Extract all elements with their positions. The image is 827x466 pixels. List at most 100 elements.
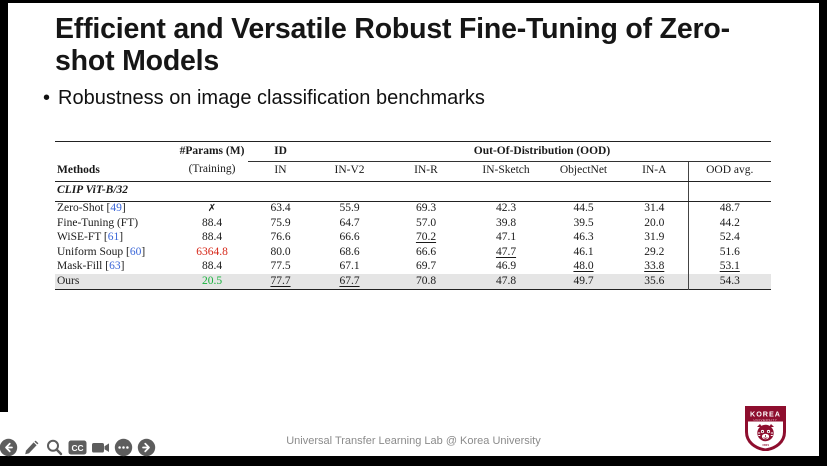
value-cell: 55.9 — [339, 202, 360, 214]
letterbox-bottom — [0, 456, 827, 466]
value-cell: 49.7 — [546, 274, 621, 289]
bullet-text: Robustness on image classification bench… — [58, 87, 485, 109]
value-cell: ✗ — [207, 203, 217, 214]
column-header-row: Methods (Training) IN IN-V2 IN-R IN-Sket… — [55, 161, 771, 182]
citation-link[interactable]: 60 — [129, 245, 142, 258]
value-cell: 70.8 — [386, 274, 466, 289]
results-table: #Params (M) ID Out-Of-Distribution (OOD)… — [55, 141, 771, 290]
value-cell: 39.5 — [573, 216, 594, 229]
crest-year-text: 1905 — [762, 443, 769, 447]
ellipsis-icon — [118, 446, 129, 449]
method-label: WiSE-FT [61] — [57, 231, 124, 243]
col-header-methods: Methods — [55, 161, 176, 182]
citation-link[interactable]: 63 — [109, 260, 121, 272]
arrow-right-icon — [142, 442, 150, 453]
value-cell: 48.7 — [687, 201, 771, 216]
col-header-training: (Training) — [176, 161, 248, 182]
crest-band — [748, 409, 783, 422]
bullet-icon: • — [43, 87, 51, 109]
value-cell: 80.0 — [270, 245, 291, 258]
value-cell: 77.7 — [248, 274, 313, 289]
value-cell: 31.9 — [644, 231, 665, 243]
value-cell: 70.2 — [415, 231, 437, 243]
value-cell: 67.1 — [339, 260, 360, 272]
value-cell: 66.6 — [415, 245, 437, 258]
value-cell: 39.8 — [495, 216, 517, 229]
method-label: Fine-Tuning (FT) — [57, 216, 139, 229]
captions-button[interactable]: CC — [68, 438, 87, 457]
letterbox-right — [819, 0, 827, 456]
korea-university-logo: KOREA UNIVERSITY 1905 — [745, 406, 786, 451]
method-label: Mask-Fill [63] — [57, 260, 125, 272]
slide-footer: Universal Transfer Learning Lab @ Korea … — [286, 435, 541, 447]
value-cell: 47.1 — [495, 231, 517, 243]
previous-slide-button[interactable] — [0, 438, 18, 457]
params-group-header: #Params (M) — [179, 145, 245, 158]
value-cell: 48.0 — [573, 260, 594, 272]
method-label: Uniform Soup [60] — [57, 245, 146, 258]
table-row: Uniform Soup [60] 6364.8 80.0 68.6 66.6 47.7 4… — [55, 245, 771, 260]
ood-group-header: Out-Of-Distribution (OOD) — [313, 141, 771, 162]
value-cell: 64.7 — [339, 216, 360, 229]
more-options-button[interactable] — [114, 438, 133, 457]
value-cell: 67.7 — [313, 274, 386, 289]
table-row: WiSE-FT [61] 88.4 76.6 66.6 70.2 47.1 46.3 31.9… — [55, 230, 771, 245]
value-cell: 33.8 — [644, 260, 665, 272]
zoom-button[interactable] — [45, 438, 64, 457]
table-row: Ours 20.5 77.7 67.7 70.8 47.8 49.7 35.6 54.3 — [55, 274, 771, 289]
col-header-in-r: IN-R — [386, 161, 466, 182]
group-header-row: #Params (M) ID Out-Of-Distribution (OOD) — [55, 141, 771, 162]
value-cell: 57.0 — [415, 216, 437, 229]
video-camera-icon — [92, 443, 109, 453]
col-header-objectnet: ObjectNet — [546, 161, 621, 182]
value-cell: 44.5 — [573, 202, 594, 214]
value-cell: 88.4 — [201, 216, 223, 229]
value-cell: 75.9 — [270, 216, 291, 229]
value-cell: 47.8 — [466, 274, 546, 289]
value-cell: 53.1 — [687, 259, 771, 274]
method-label: Ours — [55, 274, 176, 289]
col-header-in-sketch: IN-Sketch — [466, 161, 546, 182]
citation-link[interactable]: 61 — [107, 231, 120, 243]
spacer-cell — [55, 142, 176, 162]
value-cell: 6364.8 — [196, 245, 228, 258]
value-cell: 88.4 — [201, 260, 223, 272]
citation-link[interactable]: 49 — [110, 202, 122, 214]
value-cell: 52.4 — [687, 230, 771, 245]
value-cell: 46.9 — [495, 260, 517, 272]
presenter-toolbar: CC — [0, 438, 156, 457]
value-cell: 47.7 — [495, 245, 517, 258]
col-header-in-a: IN-A — [621, 161, 688, 182]
value-cell: 46.3 — [573, 231, 594, 243]
letterbox-top — [0, 0, 827, 3]
table-body: Zero-Shot [49] ✗ 63.4 55.9 69.3 42.3 44.5 31.4 4… — [55, 201, 771, 289]
table-row: Mask-Fill [63] 88.4 77.5 67.1 69.7 46.9 48.0 33… — [55, 259, 771, 274]
magnifying-glass-icon — [47, 439, 63, 456]
value-cell: 68.6 — [339, 245, 360, 258]
slide-title: Efficient and Versatile Robust Fine-Tuni… — [55, 13, 730, 78]
id-group-header: ID — [248, 141, 313, 162]
bullet-item: • Robustness on image classification benc… — [43, 87, 783, 110]
value-cell: 46.1 — [573, 245, 594, 258]
value-cell: 77.5 — [270, 260, 291, 272]
section-row: CLIP ViT-B/32 — [55, 181, 771, 202]
slide: Efficient and Versatile Robust Fine-Tuni… — [8, 3, 819, 456]
value-cell: 51.6 — [687, 245, 771, 260]
col-header-ood-avg: OOD avg. — [687, 161, 771, 182]
value-cell: 54.3 — [687, 274, 771, 289]
value-cell: 88.4 — [201, 231, 223, 243]
crest-tiger-icon — [757, 424, 774, 442]
crest-korea-text: KOREA — [750, 410, 781, 419]
camera-button[interactable] — [91, 438, 110, 457]
value-cell: 29.2 — [644, 245, 665, 258]
crest-university-text: UNIVERSITY — [753, 418, 777, 422]
value-cell: 20.0 — [644, 216, 665, 229]
col-header-in-v2: IN-V2 — [313, 161, 386, 182]
value-cell: 44.2 — [687, 216, 771, 231]
pen-button[interactable] — [22, 438, 41, 457]
arrow-left-icon — [5, 442, 13, 453]
next-slide-button[interactable] — [137, 438, 156, 457]
value-cell: 20.5 — [176, 274, 248, 289]
value-cell: 66.6 — [339, 231, 360, 243]
col-header-in: IN — [248, 161, 313, 182]
